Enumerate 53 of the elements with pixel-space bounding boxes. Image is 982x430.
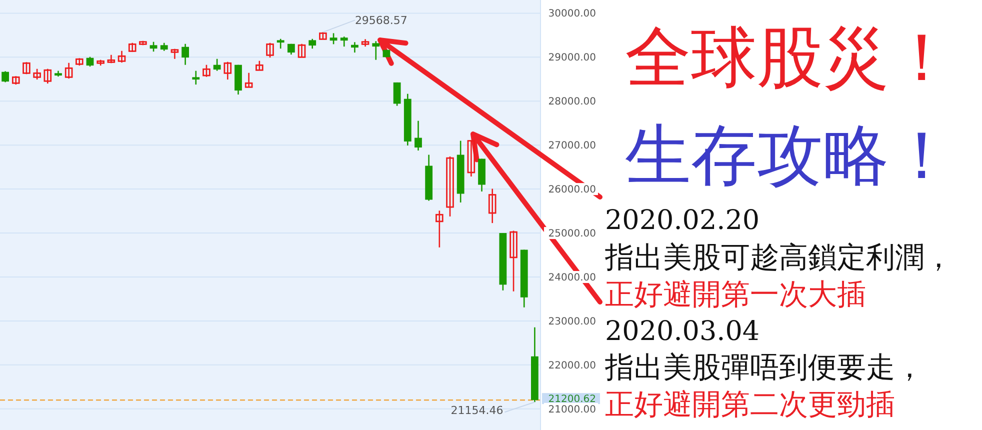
annotation: 21154.46 [450, 404, 504, 418]
candlestick [276, 38, 284, 50]
candlestick [488, 188, 496, 224]
candlestick [467, 140, 476, 178]
text: 指出美股彈唔到便要走， [604, 350, 924, 384]
ref-line-label: 21200.62 [548, 394, 596, 406]
candlestick [351, 42, 358, 54]
candlestick [256, 60, 264, 71]
candlestick [33, 68, 41, 80]
candlestick [150, 41, 158, 52]
y-tick-label: 26000.00 [548, 184, 596, 196]
y-tick-label: 28000.00 [548, 96, 596, 108]
candlestick [2, 70, 9, 83]
text: 生存攻略！ [625, 117, 955, 194]
y-tick-label: 29000.00 [548, 52, 596, 64]
text: 正好避開第一次大插 [605, 277, 866, 311]
candlestick [128, 42, 136, 53]
text: 指出美股可趁高鎖定利潤， [604, 240, 953, 274]
candlestick [202, 64, 210, 78]
y-tick-label: 30000.00 [548, 8, 596, 20]
candlestick [298, 43, 306, 58]
candlestick [510, 230, 518, 292]
candlestick [244, 72, 253, 88]
text: 正好避開第二次更勁插 [605, 387, 895, 421]
candlestick [446, 156, 454, 218]
y-tick-label: 21000.00 [548, 404, 596, 416]
candlestick [170, 48, 179, 60]
candlestick [308, 38, 316, 50]
y-tick-label: 27000.00 [548, 140, 596, 152]
y-tick-label: 23000.00 [548, 316, 596, 328]
candlestick [414, 120, 422, 152]
y-tick-label: 24000.00 [548, 272, 596, 284]
candlestick [436, 210, 444, 248]
candlestick [393, 82, 401, 106]
candlestick [192, 70, 200, 86]
candlestick [86, 56, 94, 68]
candlestick [372, 40, 380, 60]
candlestick [266, 42, 274, 58]
candlestick [22, 62, 30, 75]
text: 2020.03.04 [605, 316, 760, 347]
candlestick [44, 68, 52, 84]
candlestick [118, 50, 126, 64]
candlestick [340, 36, 348, 48]
annotation: 29568.57 [354, 14, 408, 28]
text: 2020.02.20 [605, 205, 760, 236]
y-tick-label: 22000.00 [548, 360, 596, 372]
candlestick [330, 32, 338, 45]
candlestick [213, 58, 221, 72]
text: 全球股災！ [625, 19, 955, 96]
candlestick [182, 43, 189, 66]
y-tick-label: 25000.00 [548, 228, 596, 240]
candlestick [64, 62, 73, 80]
candlestick [224, 61, 232, 80]
